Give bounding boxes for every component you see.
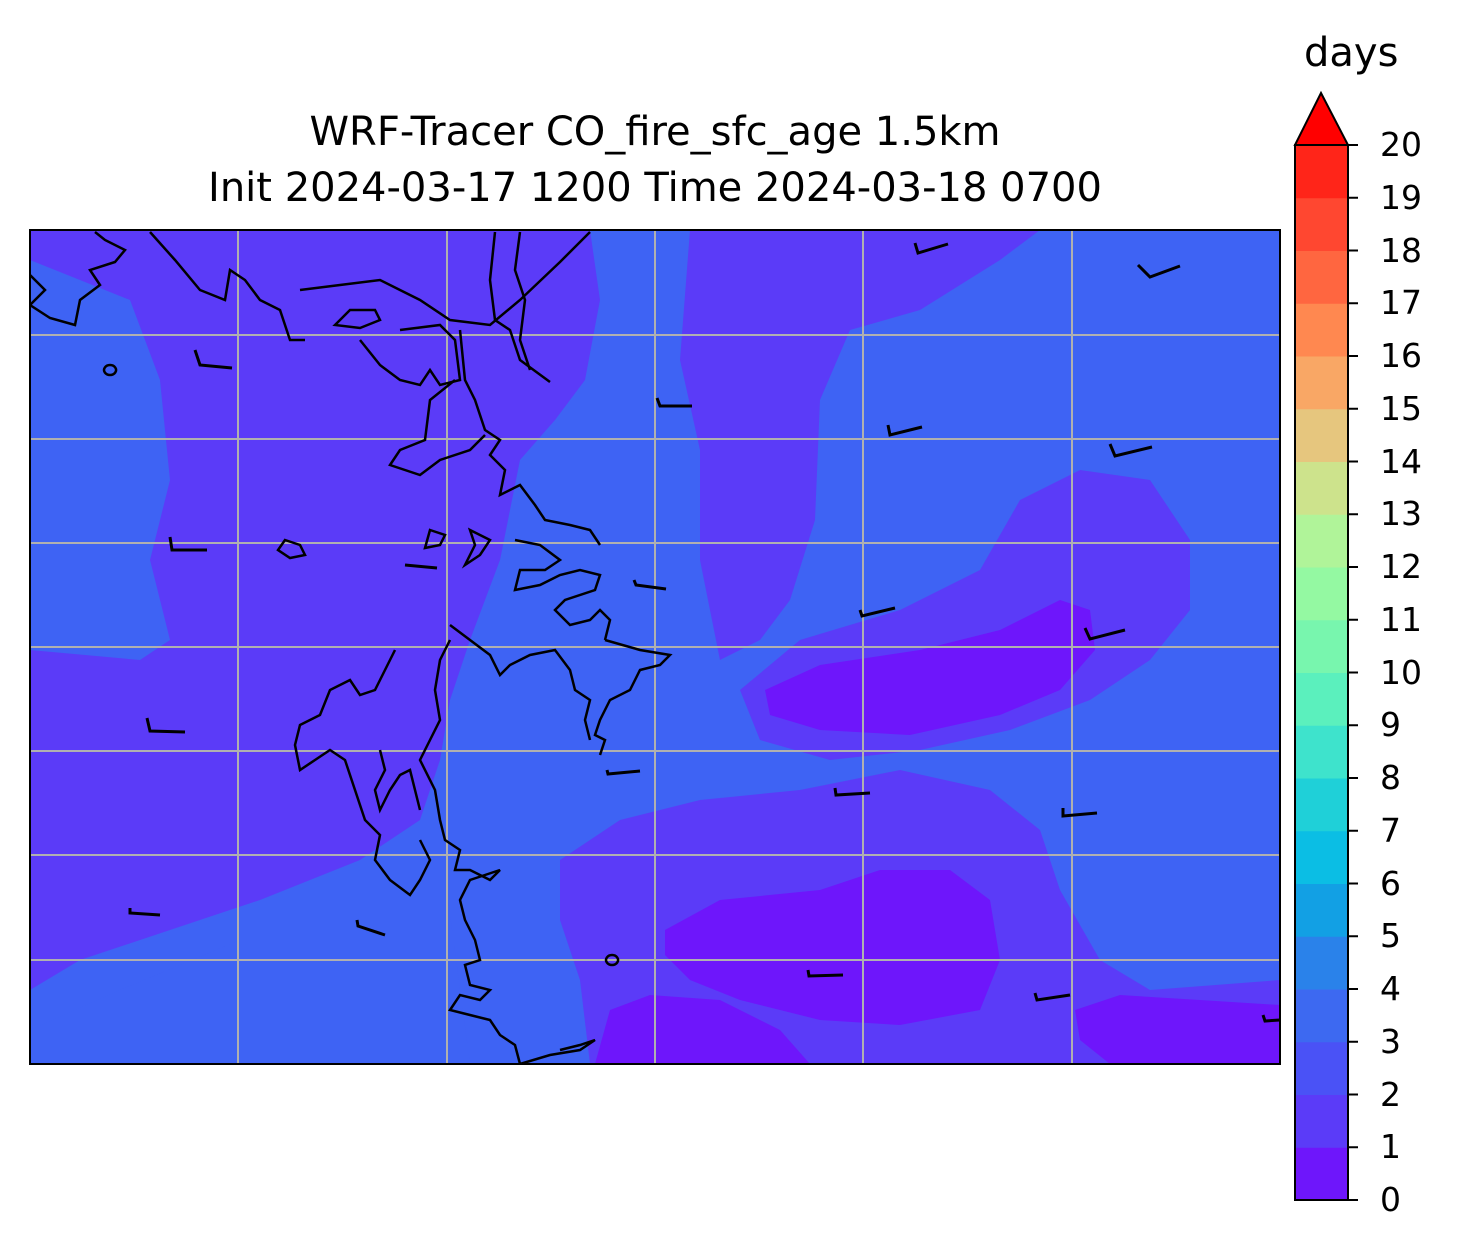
colorbar-tick-label: 8 xyxy=(1380,758,1401,797)
colorbar-tick-label: 17 xyxy=(1380,283,1422,323)
colorbar-tick-label: 13 xyxy=(1380,494,1422,534)
colorbar-band xyxy=(1295,725,1348,779)
colorbar-tick-label: 5 xyxy=(1380,916,1401,956)
age-region-western-land xyxy=(30,230,600,990)
age-region-east-core xyxy=(765,600,1095,735)
colorbar-band xyxy=(1295,1041,1348,1095)
map-frame xyxy=(29,229,1281,1065)
wind-barbs xyxy=(128,242,1280,1023)
age-region-northeast xyxy=(680,230,1040,660)
colorbar-tick-label: 9 xyxy=(1380,705,1401,745)
colorbar-band xyxy=(1295,672,1348,726)
chart-title-line-2: Init 2024-03-17 1200 Time 2024-03-18 070… xyxy=(208,165,1102,211)
colorbar-band xyxy=(1295,619,1348,673)
age-region-sw-band xyxy=(30,840,470,1064)
colorbar-tick-label: 10 xyxy=(1380,652,1422,692)
colorbar-band xyxy=(1295,1094,1348,1148)
colorbar-tick-label: 11 xyxy=(1380,599,1422,639)
colorbar-tick-label: 0 xyxy=(1380,1180,1401,1219)
colorbar-band xyxy=(1295,830,1348,884)
map-gridlines xyxy=(30,230,1280,1064)
colorbar-band xyxy=(1295,567,1348,621)
colorbar-tick-label: 1 xyxy=(1380,1127,1401,1167)
colorbar-tick-label: 14 xyxy=(1380,441,1422,481)
colorbar-tick-label: 6 xyxy=(1380,863,1401,903)
colorbar-tick-label: 15 xyxy=(1380,388,1422,428)
colorbar-unit-label: days xyxy=(1304,30,1399,76)
colorbar-band xyxy=(1295,1147,1348,1201)
colorbar-band xyxy=(1295,197,1348,251)
age-region-south-core xyxy=(665,870,1000,1025)
age-region-west-band xyxy=(30,260,170,660)
colorbar-tick-label: 7 xyxy=(1380,810,1401,850)
colorbar-tick-label: 2 xyxy=(1380,1074,1401,1114)
colorbar-tick-label: 12 xyxy=(1380,547,1422,586)
age-region-southwest-core xyxy=(595,995,810,1064)
colorbar-band xyxy=(1295,145,1348,199)
colorbar-tick-label: 19 xyxy=(1380,177,1422,217)
colorbar-tick-label: 4 xyxy=(1380,969,1401,1008)
colorbar-tick-label: 3 xyxy=(1380,1021,1401,1061)
colorbar-band xyxy=(1295,250,1348,304)
colorbar-band xyxy=(1295,778,1348,832)
colorbar-tick-label: 16 xyxy=(1380,336,1422,375)
colorbar-band xyxy=(1295,883,1348,937)
colorbar-band xyxy=(1295,461,1348,515)
colorbar-band xyxy=(1295,989,1348,1043)
coastlines xyxy=(30,231,673,1064)
age-region-southeast-core xyxy=(1075,995,1280,1064)
colorbar-band xyxy=(1295,514,1348,568)
colorbar-band xyxy=(1295,408,1348,462)
colorbar-band xyxy=(1295,303,1348,357)
colorbar-tick-label: 18 xyxy=(1380,230,1422,270)
colorbar-extend-arrow xyxy=(1293,90,1350,146)
colorbar-band xyxy=(1295,936,1348,990)
colorbar-band xyxy=(1295,356,1348,410)
chart-title-line-1: WRF-Tracer CO_fire_sfc_age 1.5km xyxy=(309,109,1001,155)
colorbar-tick-label: 20 xyxy=(1380,125,1422,164)
